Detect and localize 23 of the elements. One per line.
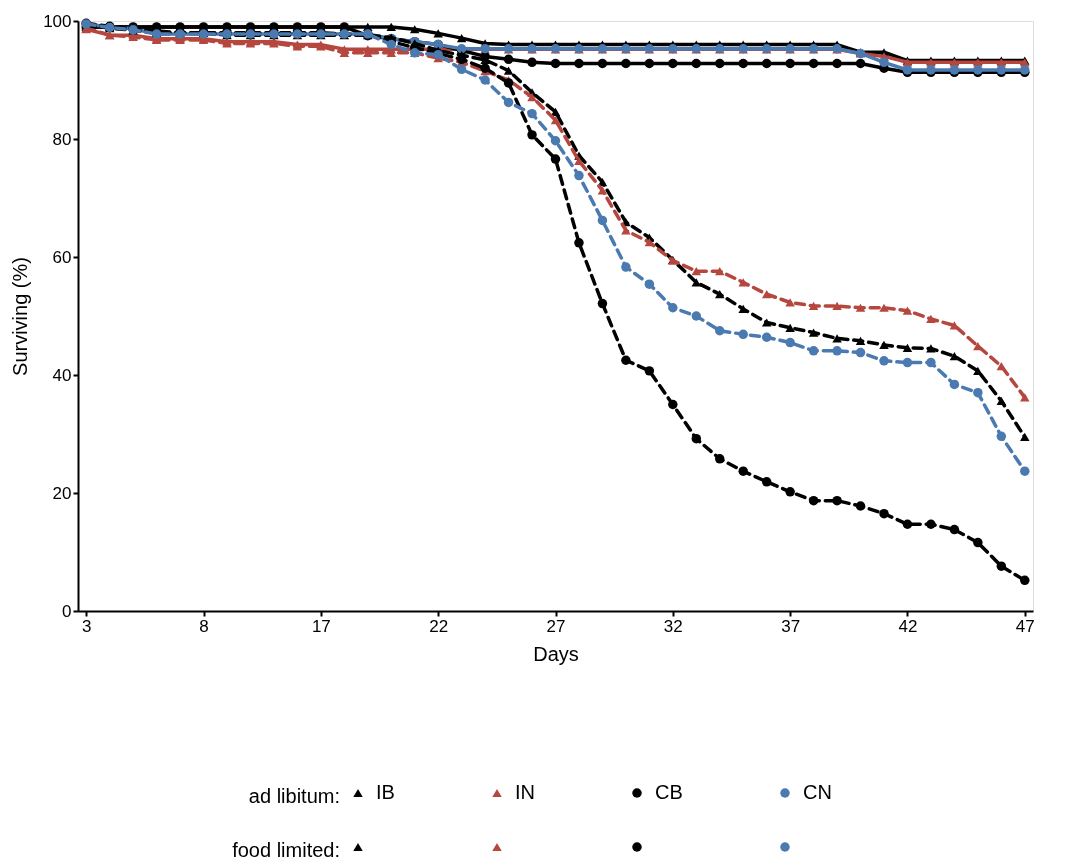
legend-label: CN [803,781,832,803]
y-tick-label: 0 [62,601,72,621]
y-tick-label: 100 [43,11,72,31]
y-tick-label: 80 [52,129,72,149]
y-tick-label: 60 [52,247,72,267]
legend-label: IN [515,781,535,803]
legend-label: CB [655,781,683,803]
x-tick-label: 47 [1015,616,1035,636]
x-tick-label: 22 [429,616,449,636]
y-axis-title: Surviving (%) [9,257,32,376]
x-tick-label: 37 [781,616,801,636]
x-tick-label: 3 [81,616,92,636]
y-tick-label: 40 [52,365,72,385]
text: food limited: [232,839,340,861]
x-tick-label: 17 [311,616,331,636]
x-tick-label: 27 [546,616,566,636]
x-axis-title: Days [533,642,579,665]
text: ad libitum: [248,785,340,807]
x-tick-label: 8 [199,616,209,636]
x-tick-label: 42 [898,616,918,636]
y-tick-label: 20 [52,483,72,503]
legend-label: IB [376,781,395,803]
x-tick-label: 32 [663,616,683,636]
